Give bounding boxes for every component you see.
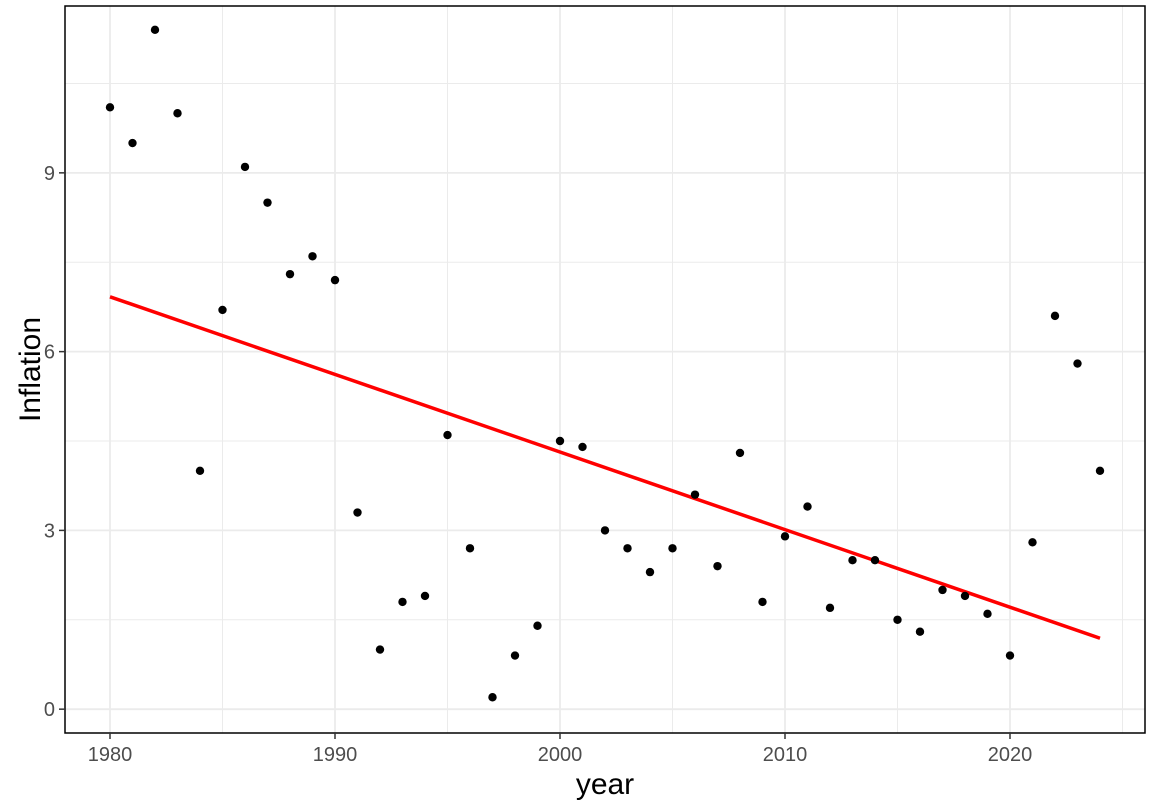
data-point (623, 544, 632, 553)
data-point (825, 603, 835, 613)
trend-line (109, 295, 1101, 640)
data-point (668, 544, 677, 553)
data-point (1028, 538, 1037, 547)
y-tick-label: 9 (44, 163, 55, 185)
data-point (645, 567, 655, 577)
data-point (893, 615, 902, 624)
data-point (600, 526, 610, 535)
data-point (173, 109, 182, 118)
data-point (308, 252, 317, 261)
y-tick-label: 3 (44, 520, 55, 542)
data-point (240, 162, 250, 172)
data-point (983, 609, 992, 619)
data-point (218, 305, 227, 315)
panel-border (64, 5, 1146, 734)
data-point (330, 275, 340, 285)
x-tick-label: 1980 (88, 744, 133, 766)
data-point (443, 430, 452, 440)
points-layer (105, 25, 1105, 702)
data-point (195, 466, 205, 476)
data-point (870, 555, 880, 565)
y-tick-label: 6 (44, 342, 55, 364)
data-point (915, 627, 925, 636)
y-axis-title: Inflation (14, 317, 47, 422)
x-tick-label: 1990 (313, 744, 358, 766)
data-point (375, 645, 385, 654)
data-point (128, 138, 137, 148)
grid-minor (65, 6, 1145, 733)
x-tick-label: 2010 (763, 744, 808, 766)
data-point (510, 651, 520, 660)
data-point (398, 597, 407, 607)
data-point (713, 561, 722, 571)
y-axis: 0 3 6 9 (44, 163, 65, 721)
data-point (263, 198, 272, 207)
data-point (758, 597, 767, 607)
trend-layer (109, 295, 1101, 640)
grid-major (65, 6, 1145, 733)
data-point (735, 448, 745, 458)
data-point (1073, 359, 1082, 368)
data-point (105, 103, 115, 112)
data-point (803, 502, 812, 511)
x-tick-label: 2000 (538, 744, 583, 766)
data-point (1050, 311, 1060, 321)
data-point (960, 591, 970, 601)
data-point (780, 532, 790, 541)
data-point (1005, 651, 1015, 660)
data-point (465, 544, 475, 553)
data-point (420, 591, 430, 601)
y-tick-label: 0 (44, 699, 55, 721)
data-point (150, 25, 160, 35)
data-point (938, 585, 947, 595)
data-point (488, 693, 497, 702)
data-point (1095, 466, 1105, 476)
data-point (555, 436, 565, 446)
data-point (285, 269, 295, 279)
data-point (848, 555, 857, 565)
data-point (353, 508, 362, 517)
x-tick-label: 2020 (988, 744, 1033, 766)
data-point (690, 490, 700, 499)
data-point (533, 621, 542, 630)
x-axis: 1980 1990 2000 2010 2020 (88, 733, 1033, 766)
x-axis-title: year (576, 768, 634, 801)
data-point (578, 442, 587, 452)
